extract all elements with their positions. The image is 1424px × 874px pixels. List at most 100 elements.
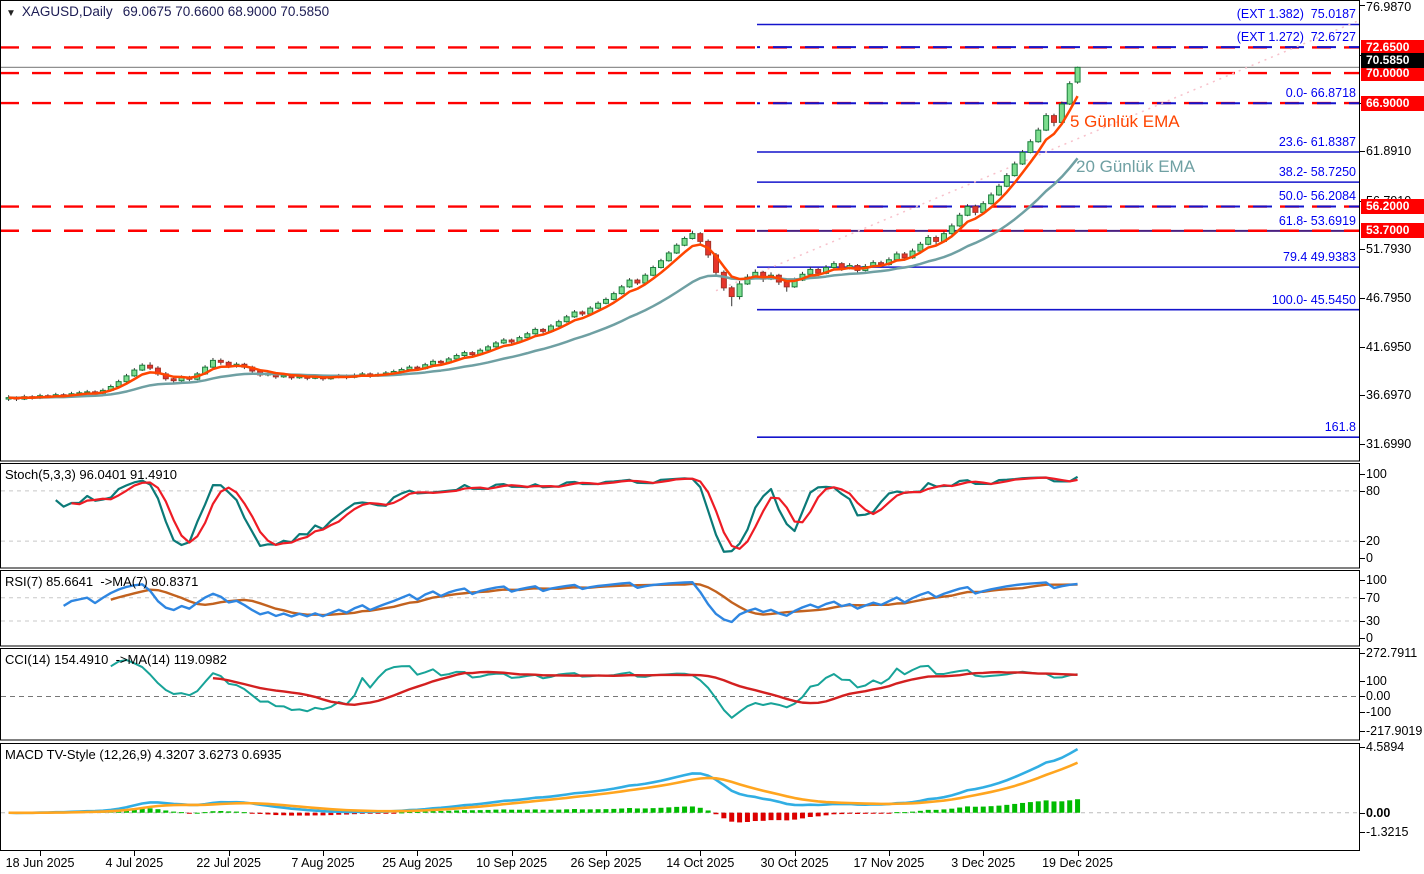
axis-tick xyxy=(1360,297,1365,299)
price-axis-label: 61.8910 xyxy=(1366,144,1412,159)
rsi-axis-label: 100 xyxy=(1366,573,1387,588)
axis-tick xyxy=(983,851,985,856)
date-axis-label: 7 Aug 2025 xyxy=(291,856,355,870)
axis-tick xyxy=(417,851,419,856)
fib-level-label: 0.0- 66.8718 xyxy=(1285,86,1356,101)
price-axis-label: 51.7930 xyxy=(1366,242,1412,257)
axis-tick xyxy=(1360,346,1365,348)
axis-tick xyxy=(1360,653,1365,655)
fib-level-label: 38.2- 58.7250 xyxy=(1278,165,1356,180)
fib-level-label: (EXT 1.272) 72.6727 xyxy=(1236,30,1356,45)
axis-tick xyxy=(1360,831,1365,833)
axis-tick xyxy=(1360,638,1365,640)
date-axis-label: 18 Jun 2025 xyxy=(5,856,75,870)
axis-tick xyxy=(1360,680,1365,682)
date-axis-label: 17 Nov 2025 xyxy=(853,856,925,870)
price-axis-label: 36.6970 xyxy=(1366,388,1412,403)
axis-tick xyxy=(511,851,513,856)
fib-level-label: 161.8 xyxy=(1324,420,1356,435)
fib-level-label: (EXT 1.382) 75.0187 xyxy=(1236,7,1356,22)
fib-level-label: 61.8- 53.6919 xyxy=(1278,213,1356,228)
axis-tick xyxy=(1360,474,1365,476)
ema20-line xyxy=(8,157,1079,400)
cci-axis-label: -217.9019 xyxy=(1366,723,1423,738)
macd-axis-label: 0.00 xyxy=(1366,805,1391,820)
chart-header: ▼ XAGUSD,Daily 69.0675 70.6600 68.9000 70.… xyxy=(6,4,329,19)
rsi-ma-line xyxy=(110,582,1078,617)
axis-tick xyxy=(1360,443,1365,445)
cci-axis-label: 100 xyxy=(1366,673,1387,688)
axis-tick xyxy=(1360,490,1365,492)
date-axis-label: 30 Oct 2025 xyxy=(760,856,829,870)
cci-line xyxy=(110,659,1078,719)
date-axis-label: 26 Sep 2025 xyxy=(570,856,642,870)
axis-tick xyxy=(134,851,136,856)
axis-tick xyxy=(40,851,42,856)
axis-tick xyxy=(1360,249,1365,251)
stoch-axis-label: 100 xyxy=(1366,467,1387,482)
fib-level-label: 100.0- 45.5450 xyxy=(1271,292,1356,307)
panel-borders xyxy=(0,0,1360,851)
axis-tick xyxy=(605,851,607,856)
macd-signal-line xyxy=(8,761,1079,815)
fib-level-label: 23.6- 61.8387 xyxy=(1278,135,1356,149)
stoch-panel-label: Stoch(5,3,3) 96.0401 91.4910 xyxy=(5,467,178,482)
price-axis-label: 41.6950 xyxy=(1366,339,1412,354)
macd-panel-label: MACD TV-Style (12,26,9) 4.3207 3.6273 0.… xyxy=(5,747,282,762)
price-level-box: 70.0000 xyxy=(1361,65,1424,81)
cci-panel-label: CCI(14) 154.4910 ->MA(14) 119.0982 xyxy=(5,652,227,667)
date-axis-label: 25 Aug 2025 xyxy=(382,856,453,870)
axis-tick xyxy=(1360,541,1365,543)
macd-axis-label: -1.3215 xyxy=(1366,824,1409,839)
rsi-axis-label: 70 xyxy=(1366,590,1380,605)
axis-tick xyxy=(1360,730,1365,732)
stoch-axis-label: 20 xyxy=(1366,534,1380,549)
date-axis-label: 19 Dec 2025 xyxy=(1042,856,1113,870)
price-level-box: 53.7000 xyxy=(1361,223,1424,239)
date-axis-label: 10 Sep 2025 xyxy=(476,856,548,870)
candles-layer xyxy=(5,66,1081,402)
rsi-line xyxy=(62,581,1078,624)
symbol-title: XAGUSD,Daily xyxy=(21,4,113,19)
axis-tick xyxy=(1360,812,1365,814)
price-level-box: 72.6500 xyxy=(1361,39,1424,55)
axis-tick xyxy=(323,851,324,856)
axis-tick xyxy=(228,851,230,856)
axis-tick xyxy=(1077,851,1079,856)
date-axis-label: 14 Oct 2025 xyxy=(666,856,735,870)
current-price-box: 70.5850 xyxy=(1361,53,1424,68)
axis-tick xyxy=(1360,395,1365,397)
axis-tick xyxy=(1360,621,1365,622)
axis-tick xyxy=(1360,580,1365,582)
price-level-box: 66.9000 xyxy=(1361,95,1424,111)
price-axis-label: 76.9870 xyxy=(1366,0,1412,14)
rsi-axis-label: 30 xyxy=(1366,614,1380,628)
ema5-line xyxy=(8,95,1079,400)
ema5-label: 5 Günlük EMA xyxy=(1070,112,1180,131)
axis-tick xyxy=(794,851,796,856)
stoch-axis-label: 0 xyxy=(1366,550,1373,565)
price-level-box: 56.2000 xyxy=(1361,199,1424,215)
stoch-axis-label: 80 xyxy=(1366,483,1380,498)
axis-tick xyxy=(700,851,702,856)
axis-tick xyxy=(1360,597,1365,599)
axis-tick xyxy=(1360,747,1365,749)
stoch-d-line xyxy=(71,476,1078,550)
symbol-dropdown-icon[interactable]: ▼ xyxy=(6,8,16,19)
rsi-axis-label: 0 xyxy=(1366,631,1373,646)
rsi-panel-label: RSI(7) 85.6641 ->MA(7) 80.8371 xyxy=(5,574,199,589)
ohlc-readout: 69.0675 70.6600 68.9000 70.5850 xyxy=(122,4,330,19)
date-axis-label: 3 Dec 2025 xyxy=(951,856,1016,870)
date-axis-label: 22 Jul 2025 xyxy=(196,856,261,870)
price-axis-label: 46.7950 xyxy=(1366,290,1412,305)
axis-tick xyxy=(1360,151,1365,153)
axis-tick xyxy=(1360,696,1365,698)
price-axis-label: 31.6990 xyxy=(1366,436,1412,451)
date-axis-label: 4 Jul 2025 xyxy=(105,856,164,870)
fib-level-label: 79.4 49.9383 xyxy=(1283,250,1356,265)
axis-tick xyxy=(1360,712,1365,714)
axis-tick xyxy=(1360,557,1365,559)
axis-tick xyxy=(1360,5,1365,7)
